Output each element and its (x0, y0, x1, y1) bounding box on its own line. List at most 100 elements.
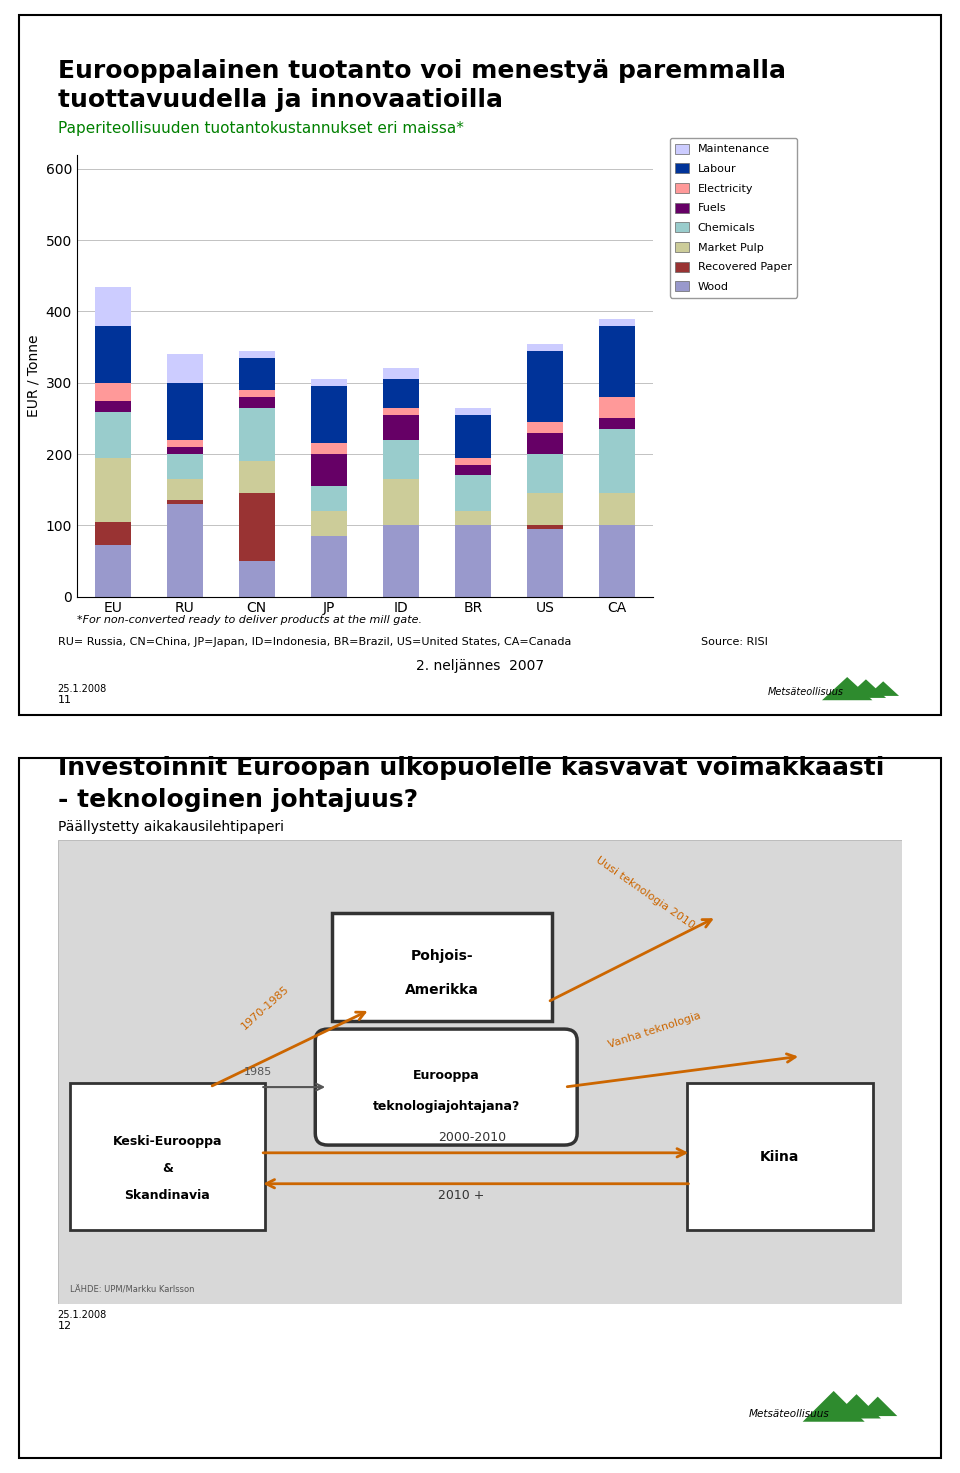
Text: 1985: 1985 (244, 1068, 272, 1077)
Bar (167, 479, 203, 501)
Bar (239, 561, 275, 597)
Text: Uusi teknologia 2010: Uusi teknologia 2010 (594, 854, 696, 931)
Polygon shape (822, 678, 873, 700)
Polygon shape (803, 1391, 865, 1421)
Bar (167, 354, 203, 383)
Bar (383, 368, 419, 379)
Bar (383, 440, 419, 479)
Text: RU= Russia, CN=China, JP=Japan, ID=Indonesia, BR=Brazil, US=United States, CA=Ca: RU= Russia, CN=China, JP=Japan, ID=Indon… (58, 638, 571, 647)
Bar (239, 408, 275, 461)
FancyBboxPatch shape (315, 1030, 577, 1145)
Text: Pohjois-: Pohjois- (411, 949, 473, 963)
FancyBboxPatch shape (687, 1083, 873, 1230)
FancyBboxPatch shape (332, 913, 552, 1021)
Bar (599, 398, 635, 418)
Bar (527, 454, 563, 493)
Bar (311, 386, 347, 443)
Bar (455, 415, 491, 458)
Bar (599, 526, 635, 597)
Bar (239, 493, 275, 561)
Text: Paperiteollisuuden tuotantokustannukset eri maissa*: Paperiteollisuuden tuotantokustannukset … (58, 121, 464, 136)
Text: &: & (162, 1162, 173, 1175)
Text: Amerikka: Amerikka (405, 984, 479, 997)
Y-axis label: EUR / Tonne: EUR / Tonne (26, 334, 40, 417)
Bar (95, 412, 131, 458)
Polygon shape (846, 679, 886, 698)
Polygon shape (868, 682, 900, 695)
Bar (599, 318, 635, 326)
Text: 25.1.2008: 25.1.2008 (58, 685, 107, 694)
Text: 1970-1985: 1970-1985 (239, 982, 291, 1031)
Bar (239, 358, 275, 390)
Bar (311, 486, 347, 511)
Text: Keski-Eurooppa: Keski-Eurooppa (112, 1134, 222, 1147)
Text: LÄHDE: UPM/Markku Karlsson: LÄHDE: UPM/Markku Karlsson (70, 1284, 195, 1293)
Polygon shape (858, 1396, 898, 1416)
Bar (167, 440, 203, 446)
Bar (455, 526, 491, 597)
Bar (455, 458, 491, 464)
Polygon shape (832, 1393, 881, 1418)
Bar (167, 454, 203, 479)
Bar (527, 351, 563, 421)
Bar (95, 327, 131, 383)
Bar (95, 401, 131, 412)
Bar (311, 511, 347, 536)
Bar (383, 415, 419, 440)
Text: Vanha teknologia: Vanha teknologia (607, 1010, 702, 1050)
Bar (167, 383, 203, 440)
Bar (311, 454, 347, 486)
Bar (239, 351, 275, 358)
Text: - teknologinen johtajuus?: - teknologinen johtajuus? (58, 788, 418, 812)
Bar (527, 343, 563, 351)
FancyBboxPatch shape (70, 1083, 265, 1230)
Text: Eurooppalainen tuotanto voi menestyä paremmalla: Eurooppalainen tuotanto voi menestyä par… (58, 59, 785, 82)
Bar (383, 379, 419, 408)
Text: 2000-2010: 2000-2010 (438, 1131, 506, 1145)
Text: 2010 +: 2010 + (438, 1189, 484, 1202)
Bar (527, 433, 563, 454)
Bar (311, 379, 347, 386)
Text: Kiina: Kiina (760, 1149, 800, 1164)
Legend: Maintenance, Labour, Electricity, Fuels, Chemicals, Market Pulp, Recovered Paper: Maintenance, Labour, Electricity, Fuels,… (670, 138, 797, 298)
Bar (599, 429, 635, 493)
Text: teknologiajohtajana?: teknologiajohtajana? (372, 1100, 520, 1114)
Text: 25.1.2008: 25.1.2008 (58, 1311, 107, 1320)
Text: 12: 12 (58, 1321, 72, 1330)
Bar (455, 408, 491, 415)
Bar (95, 523, 131, 545)
Text: Source: RISI: Source: RISI (701, 638, 768, 647)
Bar (599, 326, 635, 398)
Bar (455, 476, 491, 511)
Bar (239, 461, 275, 493)
Bar (599, 418, 635, 429)
Bar (527, 421, 563, 433)
Text: *For non-converted ready to deliver products at the mill gate.: *For non-converted ready to deliver prod… (77, 616, 421, 625)
Text: Investoinnit Euroopan ulkopuolelle kasvavat voimakkaasti: Investoinnit Euroopan ulkopuolelle kasva… (58, 756, 884, 779)
Bar (95, 545, 131, 597)
Bar (383, 526, 419, 597)
Bar (311, 536, 347, 597)
Bar (455, 464, 491, 476)
Bar (527, 526, 563, 529)
Text: Metsäteollisuus: Metsäteollisuus (768, 686, 844, 697)
Bar (383, 408, 419, 415)
Bar (167, 501, 203, 504)
Bar (527, 529, 563, 597)
Text: 2. neljännes  2007: 2. neljännes 2007 (416, 660, 544, 673)
Bar (95, 287, 131, 327)
Bar (599, 493, 635, 526)
Bar (95, 458, 131, 523)
Bar (455, 511, 491, 526)
Bar (167, 504, 203, 597)
Bar (167, 446, 203, 454)
Text: 11: 11 (58, 695, 72, 704)
Bar (95, 383, 131, 401)
Bar (239, 390, 275, 398)
Text: Eurooppa: Eurooppa (413, 1069, 480, 1083)
Bar (383, 479, 419, 526)
Bar (239, 398, 275, 408)
Text: Päällystetty aikakausilehtipaperi: Päällystetty aikakausilehtipaperi (58, 820, 283, 835)
Text: Skandinavia: Skandinavia (125, 1189, 210, 1202)
Bar (527, 493, 563, 526)
